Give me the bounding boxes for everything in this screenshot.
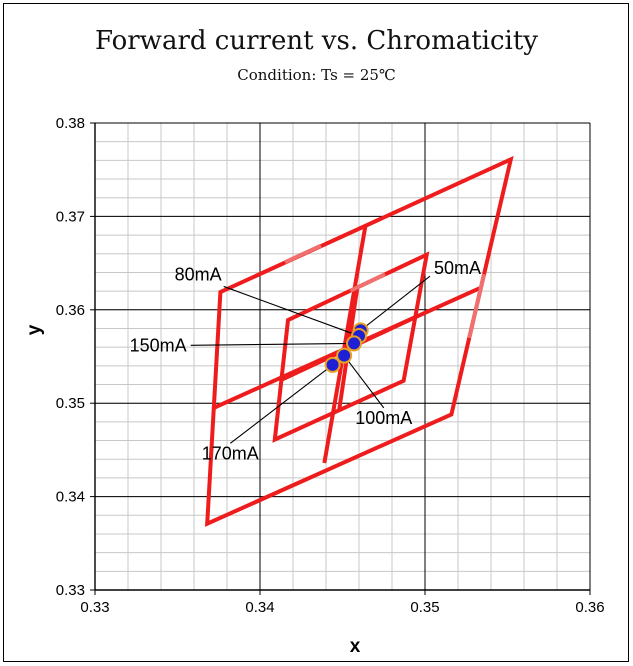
data-label: 50mA xyxy=(434,258,481,278)
y-tick-label: 0.37 xyxy=(56,208,85,225)
leader-line xyxy=(229,364,333,444)
data-label: 170mA xyxy=(202,443,259,463)
y-tick-label: 0.33 xyxy=(56,582,85,599)
leader-line xyxy=(190,342,355,346)
x-tick-label: 0.33 xyxy=(80,599,109,616)
x-tick-label: 0.36 xyxy=(575,599,604,616)
leader-line xyxy=(360,275,431,331)
x-axis-label: x xyxy=(350,636,361,657)
chart-title: Forward current vs. Chromaticity xyxy=(94,26,538,56)
chart-subtitle: Condition: Ts = 25℃ xyxy=(237,66,396,84)
data-label: 100mA xyxy=(355,408,412,428)
y-tick-label: 0.34 xyxy=(56,489,85,506)
data-points xyxy=(324,322,369,373)
y-tick-label: 0.35 xyxy=(56,395,85,412)
label-leader-lines xyxy=(190,275,431,444)
axes: 0.33 0.34 0.35 0.36 0.33 0.34 0.35 0.36 0.37 0.38 xyxy=(56,115,605,616)
leader-line xyxy=(223,285,360,337)
y-tick-label: 0.38 xyxy=(56,115,85,132)
data-point xyxy=(336,347,353,364)
outer-bin-outline xyxy=(205,155,514,527)
data-point xyxy=(346,335,363,352)
data-labels: 50mA 80mA 150mA 100mA 170mA xyxy=(130,258,481,463)
y-axis-label: y xyxy=(24,324,45,335)
data-label: 80mA xyxy=(175,264,222,284)
bin-edge-highlight xyxy=(349,272,386,293)
x-tick-label: 0.35 xyxy=(410,599,439,616)
bin-edge-highlight xyxy=(284,243,322,265)
inner-bin-outline xyxy=(272,251,430,443)
data-point xyxy=(324,356,341,373)
leader-line xyxy=(343,355,385,409)
bin-edge-highlight xyxy=(467,273,487,339)
data-label: 150mA xyxy=(130,335,187,355)
x-tick-label: 0.34 xyxy=(245,599,274,616)
y-tick-label: 0.36 xyxy=(56,302,85,319)
